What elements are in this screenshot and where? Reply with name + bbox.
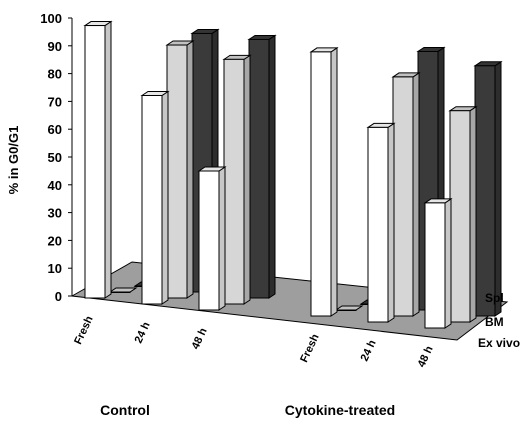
bar-ex-vivo: [309, 46, 339, 317]
bar-side: [412, 71, 420, 317]
bar-front: [424, 202, 446, 329]
bar-bm: [165, 40, 195, 299]
y-tick-label: 0: [55, 289, 62, 304]
bar-front: [166, 44, 188, 299]
x-category-label: 24 h: [133, 320, 153, 345]
y-tick-label: 30: [48, 206, 62, 221]
bar-bm: [448, 105, 478, 323]
y-axis-label: % in G0/G1: [6, 126, 21, 195]
bar-bm: [222, 54, 252, 305]
bar-side: [444, 197, 452, 329]
y-tick-label: 100: [40, 11, 62, 26]
bar-front: [474, 65, 496, 317]
bar-front: [198, 170, 220, 311]
bar-front: [84, 25, 106, 299]
bar-side: [494, 60, 502, 317]
x-category-label: Fresh: [72, 314, 96, 346]
bar-ex-vivo: [366, 122, 396, 323]
bar-side: [186, 40, 194, 299]
bar-side: [161, 90, 169, 305]
y-tick-label: 70: [48, 94, 62, 109]
y-axis: 0 10 20 30 40 50 60 70 80 90 100: [40, 11, 73, 304]
x-category-label: 24 h: [359, 338, 379, 363]
bar-ex-vivo: [140, 90, 170, 305]
y-tick-label: 10: [48, 261, 62, 276]
bar-side: [387, 122, 395, 323]
bar-bm: [108, 287, 138, 293]
bar-front: [141, 95, 163, 305]
bar-bm: [391, 71, 421, 317]
bar-front: [367, 126, 389, 323]
bar-ex-vivo: [197, 166, 227, 311]
y-tick-label: 50: [48, 150, 62, 165]
bar-side: [104, 20, 112, 299]
bar-side: [218, 166, 226, 311]
bars: [83, 20, 503, 329]
bar-side: [330, 46, 338, 317]
y-tick-label: 60: [48, 122, 62, 137]
group-label-control: Control: [100, 402, 150, 418]
bar-front: [449, 110, 471, 323]
bar-front: [109, 291, 131, 293]
group-label-cytokine: Cytokine-treated: [285, 402, 395, 418]
x-category-label: Fresh: [298, 332, 322, 364]
y-tick-label: 90: [48, 39, 62, 54]
bar-spl: [247, 34, 277, 299]
depth-label-exvivo: Ex vivo: [478, 336, 520, 350]
bar-front: [335, 309, 357, 311]
bar-front: [392, 76, 414, 317]
bar-side: [243, 54, 251, 305]
depth-label-spl: Spl: [485, 291, 504, 305]
bar-front: [223, 58, 245, 305]
bar-ex-vivo: [83, 20, 113, 299]
bar-front: [248, 38, 270, 299]
bar-front: [310, 51, 332, 317]
depth-label-bm: BM: [485, 315, 504, 329]
y-tick-label: 80: [48, 67, 62, 82]
bar-side: [469, 105, 477, 323]
x-category-label: 48 h: [190, 326, 210, 351]
x-category-label: 48 h: [416, 344, 436, 369]
y-tick-label: 20: [48, 233, 62, 248]
y-tick-label: 40: [48, 178, 62, 193]
bar-spl: [473, 60, 503, 317]
bar-side: [268, 34, 276, 299]
bar-ex-vivo: [423, 197, 453, 329]
